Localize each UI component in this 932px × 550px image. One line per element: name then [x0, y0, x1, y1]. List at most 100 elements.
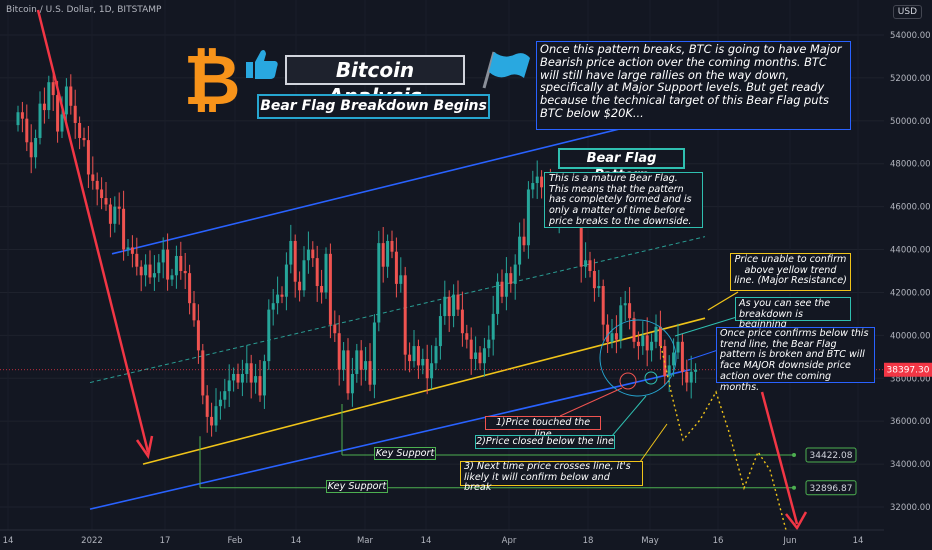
candle-body	[667, 365, 671, 377]
candle-body	[25, 118, 29, 143]
candle-body	[276, 294, 280, 304]
candle-body	[526, 189, 530, 246]
red-arrow-right-head	[785, 511, 808, 531]
candle-body	[324, 253, 328, 293]
confirm-pointer	[687, 349, 719, 361]
top-note: Once this pattern breaks, BTC is going t…	[536, 41, 851, 130]
candle-body	[535, 176, 539, 184]
candle-body	[271, 303, 275, 310]
candle-body	[337, 333, 341, 370]
candle-body	[139, 266, 143, 276]
candle-body	[232, 373, 236, 381]
candle-body	[496, 281, 500, 314]
x-tick-label: May	[641, 536, 659, 546]
candle-body	[368, 361, 372, 385]
candle-body	[606, 324, 610, 342]
channel-lower-line	[89, 368, 691, 510]
candle-body	[421, 358, 425, 366]
candle-body	[267, 309, 271, 362]
last-price-label: 38397.30	[887, 366, 930, 376]
candle-body	[306, 249, 310, 261]
currency-button[interactable]: USD	[892, 5, 922, 19]
candle-body	[342, 350, 346, 370]
candle-body	[34, 137, 38, 158]
candle-body	[416, 346, 420, 366]
candle-body	[412, 346, 416, 362]
candle-body	[694, 369, 698, 372]
candle-body	[518, 236, 522, 265]
y-tick-label: 52000.00	[890, 74, 931, 84]
candle-body	[381, 243, 385, 267]
touch-circle	[619, 372, 637, 390]
candle-body	[513, 264, 517, 284]
x-tick-label: Apr	[502, 536, 517, 546]
candle-body	[456, 294, 460, 310]
candle-body	[152, 273, 156, 278]
candle-body	[328, 253, 332, 325]
candle-body	[78, 122, 82, 138]
x-tick-label: Jun	[782, 536, 796, 546]
candle-body	[100, 189, 104, 199]
candle-body	[91, 174, 95, 181]
breakdown-pointer	[674, 315, 741, 337]
candle-body	[452, 294, 456, 317]
candle-body	[135, 253, 139, 267]
candle-body	[174, 255, 178, 276]
candle-body	[170, 275, 174, 280]
next-note: 3) Next time price crosses line, it's li…	[460, 461, 643, 493]
candle-body	[104, 198, 108, 205]
candle-body	[579, 215, 583, 267]
candle-body	[254, 376, 258, 383]
y-tick-label: 38000.00	[890, 374, 931, 384]
x-tick-label: 2022	[81, 536, 103, 546]
overlay-drawings	[36, 9, 808, 531]
candle-body	[425, 358, 429, 379]
candle-body	[346, 350, 350, 394]
key-support-label-lower: Key Support	[326, 480, 388, 493]
candle-body	[315, 258, 319, 287]
candle-body	[130, 247, 134, 254]
candle-body	[201, 350, 205, 396]
support-price-label-lower: 32896.87	[810, 484, 853, 494]
candle-body	[117, 206, 121, 209]
candle-body	[320, 286, 324, 293]
yellow-trend-line	[142, 317, 706, 465]
candle-body	[469, 339, 473, 359]
subtitle-box: Bear Flag Breakdown Begins	[257, 94, 490, 119]
candle-body	[491, 313, 495, 340]
candle-body	[447, 296, 451, 317]
symbol-header: Bitcoin / U.S. Dollar, 1D, BITSTAMP	[6, 5, 162, 15]
candle-body	[584, 260, 588, 267]
candle-body	[73, 105, 77, 123]
candle-body	[610, 333, 614, 342]
touch-pointer	[559, 387, 623, 417]
title-box: Bitcoin Analysis	[285, 55, 465, 108]
candle-body	[500, 281, 504, 297]
candle-body	[144, 264, 148, 276]
candle-body	[359, 350, 363, 370]
candle-body	[465, 333, 469, 340]
x-tick-label: Feb	[227, 536, 242, 546]
y-tick-label: 36000.00	[890, 417, 931, 427]
candle-body	[619, 305, 623, 340]
candle-body	[645, 335, 649, 351]
x-axis: 14 2022 17 Feb 14 Mar 14 Apr 18 May 16 Jun 14	[0, 529, 884, 546]
candle-body	[56, 95, 60, 132]
candle-body	[284, 264, 288, 297]
candle-body	[632, 318, 636, 342]
confirm-note: Once price confirms below this trend lin…	[716, 327, 875, 393]
candle-body	[262, 361, 266, 396]
candle-body	[161, 249, 165, 263]
breakdown-circle	[599, 319, 677, 397]
candle-body	[355, 350, 359, 374]
candle-body	[522, 236, 526, 246]
candle-body	[390, 240, 394, 252]
candle-body	[179, 255, 183, 271]
x-tick-label: 14	[853, 536, 864, 546]
candle-body	[509, 273, 513, 284]
y-tick-label: 48000.00	[890, 160, 931, 170]
candle-body	[636, 341, 640, 347]
y-tick-label: 32000.00	[890, 503, 931, 513]
support-dot-upper	[792, 453, 796, 458]
candle-body	[236, 373, 240, 383]
